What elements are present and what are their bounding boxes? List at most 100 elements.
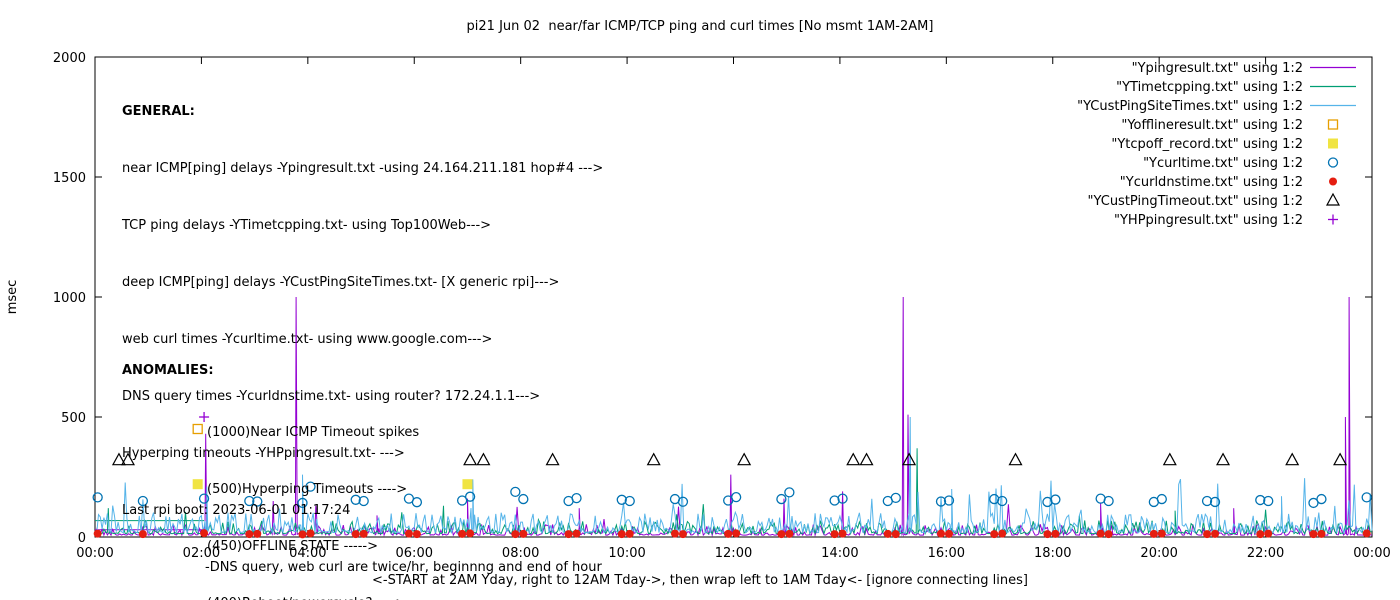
legend-label: "Ycurltime.txt" using 1:2 [1143, 156, 1303, 171]
legend-marker-triangle-open [1325, 192, 1341, 206]
x-tick-label: 18:00 [1034, 546, 1071, 561]
series-ycurltime-point [350, 494, 361, 505]
series-ycurltime-point [198, 493, 210, 504]
series-ycurltime-point [935, 496, 947, 507]
series-ycurldnstime-point [564, 530, 573, 539]
chart-title: pi21 Jun 02 near/far ICMP/TCP ping and c… [466, 19, 934, 34]
legend-label: "YCustPingSiteTimes.txt" using 1:2 [1077, 99, 1303, 114]
anomalies-annotation: (1000)Near ICMP Timeout spikes (500)Hype… [207, 385, 419, 600]
legend-marker-square-open [1327, 119, 1339, 130]
series-ycustpingtimeout-point [859, 452, 874, 466]
series-ycurldnstime-point [990, 530, 999, 539]
series-ycustpingtimeout-point [120, 452, 135, 466]
x-tick-label: 04:00 [289, 546, 326, 561]
series-ycurltime-point [1156, 493, 1167, 505]
series-ycurldnstime-point [1203, 530, 1212, 539]
series-ycurltime-point [677, 496, 689, 507]
general-line: near ICMP[ping] delays -Ypingresult.txt … [122, 161, 604, 176]
series-ycurltime-point [244, 495, 255, 507]
y-tick-label: 500 [61, 411, 86, 426]
legend-marker-circle-open [1327, 157, 1339, 168]
series-ycurldnstime-point [678, 530, 687, 539]
x-tick-label: 16:00 [928, 546, 965, 561]
series-ycustpingtimeout-point [1285, 452, 1300, 466]
series-ycurldnstime-point [1256, 530, 1265, 539]
series-yofflineresult-point [192, 423, 203, 435]
anomalies-heading: ANOMALIES: [122, 363, 214, 378]
series-ycurldnstime-point [572, 529, 581, 538]
series-ycurldnstime-point [412, 530, 421, 539]
series-ycurldnstime-point [1309, 530, 1318, 539]
legend-label: "YHPpingresult.txt" using 1:2 [1114, 213, 1303, 228]
x-tick-label: 08:00 [502, 546, 539, 561]
series-ycurltime-point [297, 497, 308, 509]
series-ycurldnstime-point [404, 529, 413, 538]
series-ycustpingtimeout-point [1333, 452, 1348, 466]
series-ycurltime-point [616, 494, 627, 505]
series-ycurltime-point [943, 495, 955, 506]
series-ycurltime-point [731, 492, 742, 503]
series-ycurltime-point [776, 493, 787, 505]
series-ycurldnstime-point [200, 529, 209, 538]
series-ycurldnstime-point [724, 529, 733, 538]
general-heading: GENERAL: [122, 104, 195, 119]
legend-label: "YTimetcpping.txt" using 1:2 [1116, 80, 1303, 95]
series-ycurldnstime-point [1043, 530, 1052, 539]
series-ycurldnstime-point [998, 529, 1007, 538]
general-line: DNS query times -Ycurldnstime.txt- using… [122, 389, 541, 404]
series-ycurldnstime-point [1362, 529, 1371, 538]
y-tick-label: 0 [78, 531, 86, 546]
series-ycurltime-point [837, 493, 848, 504]
series-ycurldnstime-point [1264, 529, 1273, 538]
series-ycurltime-point [571, 492, 582, 504]
series-ycurltime-point [92, 492, 103, 503]
x-tick-label: 10:00 [608, 546, 645, 561]
series-ycurldnstime-point [777, 530, 786, 539]
x-tick-label: 00:00 [76, 546, 113, 561]
series-ycurldnstime-point [1149, 529, 1158, 538]
anomaly-line: (450)OFFLINE STATE -----> [207, 539, 378, 554]
series-ycurltime-point [1361, 492, 1372, 503]
legend-label: "Ypingresult.txt" using 1:2 [1132, 61, 1303, 76]
series-ycurldnstime-point [732, 529, 741, 538]
series-ycurltime-point [1103, 495, 1114, 507]
series-ycurldnstime-point [351, 530, 360, 539]
general-line: deep ICMP[ping] delays -YCustPingSiteTim… [122, 275, 560, 290]
series-ycustpingtimeout-point [737, 452, 752, 466]
x-tick-label: 14:00 [821, 546, 858, 561]
series-ycurltime-point [456, 495, 468, 506]
series-ycustpingtimeout-point [111, 452, 126, 466]
series-ycurltime-point [829, 495, 840, 506]
series-ycurldnstime-point [306, 529, 315, 538]
series-ycurldnstime-point [670, 529, 679, 538]
x-tick-label: 12:00 [715, 546, 752, 561]
y-tick-label: 2000 [53, 51, 86, 66]
series-ycurltime-point [358, 495, 369, 507]
series-ycustpingtimeout-point [1008, 452, 1023, 466]
x-tick-label: 22:00 [1247, 546, 1284, 561]
y-tick-label: 1500 [53, 171, 86, 186]
series-ycurldnstime-point [891, 530, 900, 539]
y-axis-label: msec [5, 280, 20, 315]
series-ycurldnstime-point [511, 530, 520, 539]
series-ycurltime-point [252, 496, 263, 507]
series-ycurldnstime-point [245, 530, 254, 539]
series-ycurltime-point [1255, 494, 1266, 506]
series-ycustpingtimeout-point [476, 452, 491, 466]
series-ycustpingtimeout-point [846, 452, 861, 466]
series-ycurldnstime-point [625, 529, 634, 538]
series-ycurltime-point [624, 495, 635, 507]
general-line: Hyperping timeouts -YHPpingresult.txt- -… [122, 446, 405, 461]
series-ycurltime-point [1209, 496, 1221, 508]
series-ycurldnstime-point [785, 529, 794, 538]
series-ycurldnstime-point [359, 529, 368, 538]
series-ycurltime-point [784, 487, 795, 498]
series-ytcpoff_record-point [192, 479, 203, 490]
series-ycurltime-point [464, 491, 476, 502]
series-ycurltime-point [137, 495, 149, 507]
series-ycurltime-point [997, 495, 1008, 507]
series-ycurldnstime-point [1096, 529, 1105, 538]
series-ycurldnstime-point [1051, 529, 1060, 538]
series-ycurldnstime-point [617, 530, 626, 539]
